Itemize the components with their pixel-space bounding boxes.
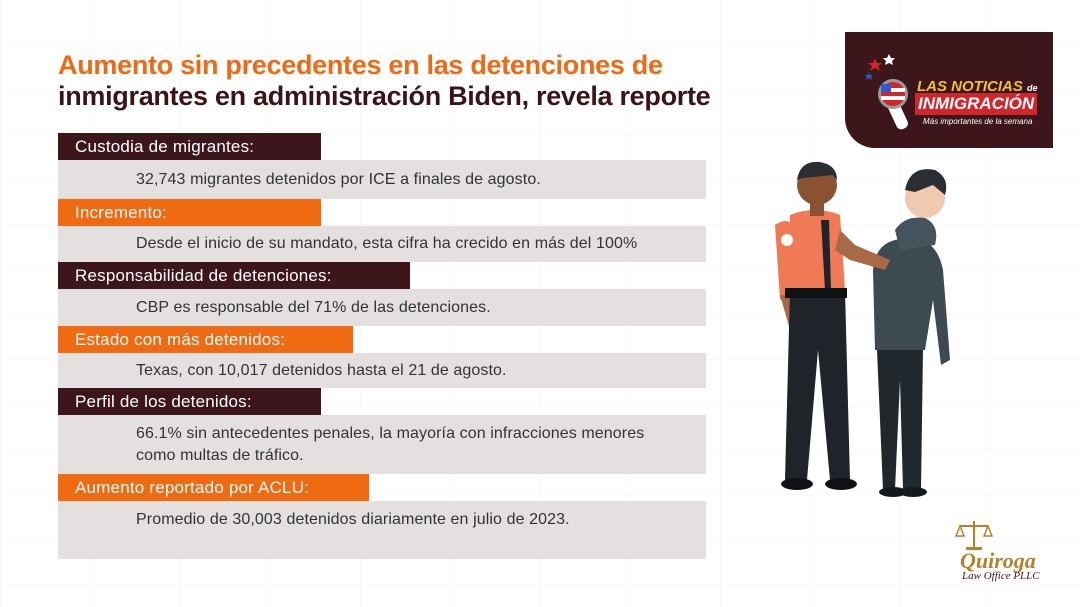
fact-incremento: Incremento: Desde el inicio de su mandat…: [58, 199, 706, 262]
fact-text: 66.1% sin antecedentes penales, la mayor…: [58, 415, 706, 474]
logo-text-line-2: INMIGRACIÓN: [915, 93, 1038, 115]
fact-aclu: Aumento reportado por ACLU: Promedio de …: [58, 474, 706, 559]
fact-text: 32,743 migrantes detenidos por ICE a fin…: [58, 160, 706, 199]
fact-label: Custodia de migrantes:: [58, 133, 321, 160]
fact-perfil: Perfil de los detenidos: 66.1% sin antec…: [58, 388, 706, 474]
fact-label: Incremento:: [58, 199, 321, 226]
fact-estado: Estado con más detenidos: Texas, con 10,…: [58, 326, 706, 388]
law-firm-name: Quiroga: [960, 548, 1036, 573]
fact-label: Aumento reportado por ACLU:: [58, 474, 369, 501]
logo-text-line-3: Más importantes de la semana: [923, 117, 1033, 126]
fact-text: Desde el inicio de su mandato, esta cifr…: [58, 226, 706, 262]
fact-label: Responsabilidad de detenciones:: [58, 262, 410, 289]
headline-line-2: inmigrantes en administración Biden, rev…: [58, 81, 711, 111]
logo-text-line-1: LAS NOTICIAS de: [917, 78, 1038, 95]
fact-label: Perfil de los detenidos:: [58, 388, 321, 415]
news-logo: LAS NOTICIAS de INMIGRACIÓN Más importan…: [845, 32, 1053, 148]
fact-text: Promedio de 30,003 detenidos diariamente…: [58, 501, 706, 559]
headline-line-1: Aumento sin precedentes en las detencion…: [58, 50, 663, 80]
fact-text: CBP es responsable del 71% de las detenc…: [58, 289, 706, 326]
microphone-icon: [865, 54, 908, 130]
facts-list: Custodia de migrantes: 32,743 migrantes …: [58, 133, 706, 559]
fact-responsabilidad: Responsabilidad de detenciones: CBP es r…: [58, 262, 706, 326]
fact-label: Estado con más detenidos:: [58, 326, 353, 353]
fact-text-line-1: 66.1% sin antecedentes penales, la mayor…: [136, 424, 645, 442]
fact-text: Texas, con 10,017 detenidos hasta el 21 …: [58, 353, 706, 388]
officer-detaining-man-illustration: [775, 161, 950, 497]
scales-of-justice-icon: [954, 521, 994, 550]
law-firm-logo: Quiroga Law Office PLLC: [948, 518, 1058, 583]
fact-custodia: Custodia de migrantes: 32,743 migrantes …: [58, 133, 706, 199]
law-firm-subtitle: Law Office PLLC: [962, 570, 1040, 582]
fact-text-line-2: como multas de tráfico.: [136, 446, 304, 464]
headline: Aumento sin precedentes en las detencion…: [58, 50, 798, 112]
